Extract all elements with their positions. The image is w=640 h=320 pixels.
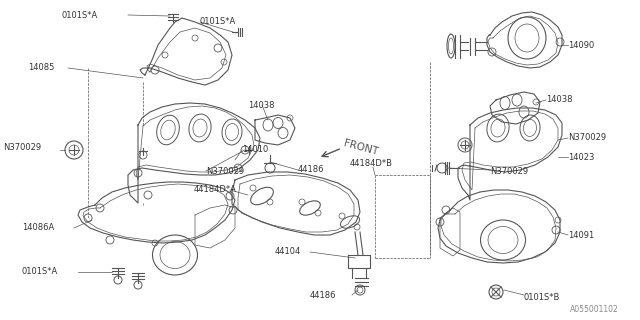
Text: 14086A: 14086A — [22, 223, 54, 233]
Text: 14038: 14038 — [546, 95, 573, 105]
Text: 14085: 14085 — [28, 63, 54, 73]
Text: 44184D*B: 44184D*B — [350, 158, 393, 167]
Text: 44186: 44186 — [298, 165, 324, 174]
Text: 44186: 44186 — [310, 291, 337, 300]
Text: 0101S*A: 0101S*A — [200, 18, 236, 27]
Text: N370029: N370029 — [490, 167, 528, 177]
Text: N370029: N370029 — [206, 167, 244, 177]
Text: 14090: 14090 — [568, 41, 595, 50]
Text: 14010: 14010 — [242, 146, 268, 155]
Text: 14091: 14091 — [568, 230, 595, 239]
Text: 14023: 14023 — [568, 153, 595, 162]
Text: 44104: 44104 — [275, 247, 301, 257]
Text: 0101S*A: 0101S*A — [62, 11, 99, 20]
Text: N370029: N370029 — [568, 133, 606, 142]
Text: 14038: 14038 — [248, 100, 275, 109]
Text: N370029: N370029 — [3, 143, 41, 153]
Text: 0101S*A: 0101S*A — [22, 268, 58, 276]
Text: 0101S*B: 0101S*B — [524, 292, 561, 301]
Text: A055001102: A055001102 — [570, 306, 619, 315]
Text: FRONT: FRONT — [342, 138, 380, 157]
Text: 44184D*A: 44184D*A — [194, 186, 237, 195]
